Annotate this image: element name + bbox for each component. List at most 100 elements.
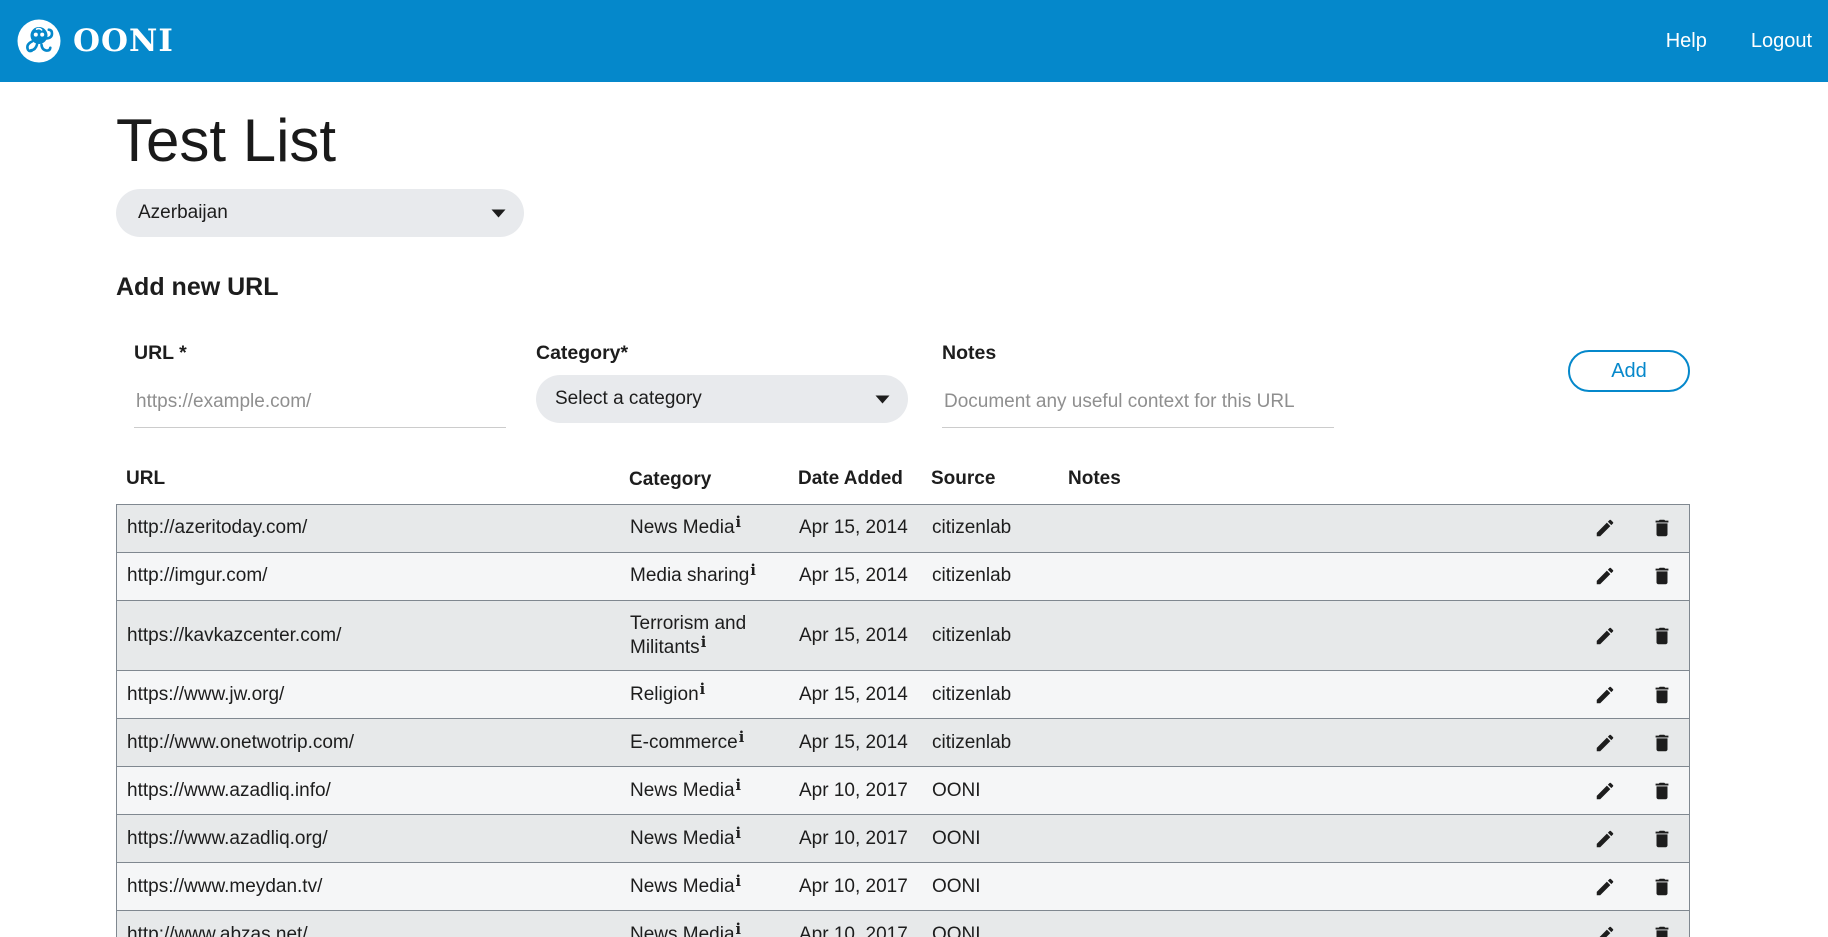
cell-actions <box>1571 732 1689 754</box>
cell-date-added: Apr 15, 2014 <box>799 624 908 646</box>
edit-button[interactable] <box>1594 780 1616 802</box>
edit-icon <box>1596 830 1614 847</box>
column-header-source: Source <box>931 468 996 489</box>
edit-icon <box>1596 567 1614 585</box>
edit-button[interactable] <box>1594 876 1616 898</box>
table-row: http://www.onetwotrip.com/ E-commercei A… <box>117 719 1689 768</box>
notes-field-group: Notes <box>942 342 1334 428</box>
delete-button[interactable] <box>1651 780 1673 802</box>
category-info-icon[interactable]: i <box>735 872 742 890</box>
delete-button[interactable] <box>1651 517 1673 539</box>
page-title: Test List <box>116 107 337 174</box>
cell-date-added: Apr 15, 2014 <box>799 565 908 587</box>
add-url-form: URL * Category* Select a category Notes … <box>116 342 1690 428</box>
column-header-date-added: Date Added <box>798 468 903 489</box>
delete-button[interactable] <box>1651 732 1673 754</box>
table-row: http://azeritoday.com/ News Mediai Apr 1… <box>117 504 1689 553</box>
edit-button[interactable] <box>1594 924 1616 937</box>
cell-actions <box>1571 876 1689 898</box>
country-select[interactable]: Azerbaijan <box>116 189 524 237</box>
cell-source: citizenlab <box>932 731 1012 753</box>
add-button[interactable]: Add <box>1568 350 1690 392</box>
category-info-icon[interactable]: i <box>738 728 745 746</box>
cell-actions <box>1571 780 1689 802</box>
cell-url: https://www.azadliq.info/ <box>127 779 331 801</box>
edit-button[interactable] <box>1594 625 1616 647</box>
cell-url: https://www.meydan.tv/ <box>127 875 323 897</box>
edit-button[interactable] <box>1594 732 1616 754</box>
delete-button[interactable] <box>1651 828 1673 850</box>
cell-source: citizenlab <box>932 565 1012 587</box>
cell-category: Media sharingi <box>630 562 756 587</box>
cell-actions <box>1571 684 1689 706</box>
category-select-value: Select a category <box>555 388 702 409</box>
cell-date-added: Apr 10, 2017 <box>799 827 908 849</box>
cell-url: http://azeritoday.com/ <box>127 517 308 539</box>
cell-date-added: Apr 15, 2014 <box>799 683 908 705</box>
cell-source: OONI <box>932 924 981 937</box>
edit-button[interactable] <box>1594 684 1616 706</box>
table-body: http://azeritoday.com/ News Mediai Apr 1… <box>116 503 1690 937</box>
app-header: OONI Help Logout <box>0 0 1828 82</box>
notes-input[interactable] <box>942 391 1334 428</box>
cell-source: citizenlab <box>932 517 1012 539</box>
cell-actions <box>1571 565 1689 587</box>
cell-actions <box>1571 517 1689 539</box>
category-info-icon[interactable]: i <box>750 562 756 580</box>
column-header-url: URL <box>126 468 166 489</box>
cell-date-added: Apr 15, 2014 <box>799 517 908 539</box>
table-header-row: URL Category Date Added Source Notes <box>116 468 1690 504</box>
add-url-heading: Add new URL <box>116 273 279 301</box>
delete-button[interactable] <box>1651 625 1673 647</box>
category-info-icon[interactable]: i <box>735 776 742 794</box>
url-table: URL Category Date Added Source Notes htt… <box>116 468 1690 937</box>
cell-source: OONI <box>932 875 981 897</box>
category-info-icon[interactable]: i <box>699 680 706 698</box>
ooni-logo[interactable]: OONI <box>17 19 174 63</box>
table-row: https://www.jw.org/ Religioni Apr 15, 20… <box>117 671 1689 720</box>
url-label: URL * <box>134 342 187 364</box>
delete-icon <box>1655 568 1669 585</box>
delete-icon <box>1655 520 1669 537</box>
top-navigation: Help Logout <box>1666 30 1812 53</box>
delete-icon <box>1655 782 1669 799</box>
cell-url: https://kavkazcenter.com/ <box>127 624 342 646</box>
delete-button[interactable] <box>1651 684 1673 706</box>
cell-actions <box>1571 828 1689 850</box>
delete-icon <box>1655 878 1669 895</box>
category-select[interactable]: Select a category <box>536 375 908 423</box>
cell-url: http://www.abzas.net/ <box>127 924 308 937</box>
cell-date-added: Apr 10, 2017 <box>799 924 908 937</box>
delete-button[interactable] <box>1651 924 1673 937</box>
cell-category: Religioni <box>630 680 706 705</box>
cell-category: News Mediai <box>630 921 799 937</box>
category-info-icon[interactable]: i <box>735 824 742 842</box>
cell-source: citizenlab <box>932 683 1012 705</box>
column-header-category: Category <box>629 469 712 490</box>
table-row: https://kavkazcenter.com/ Terrorism and … <box>117 600 1689 672</box>
edit-icon <box>1596 782 1614 799</box>
url-input[interactable] <box>134 391 506 428</box>
delete-icon <box>1655 830 1669 847</box>
logout-link[interactable]: Logout <box>1750 29 1812 52</box>
edit-icon <box>1596 627 1614 644</box>
cell-source: OONI <box>932 779 981 801</box>
category-info-icon[interactable]: i <box>700 633 707 651</box>
table-row: https://www.azadliq.org/ News Mediai Apr… <box>117 815 1689 864</box>
cell-date-added: Apr 15, 2014 <box>799 731 908 753</box>
table-row: http://imgur.com/ Media sharingi Apr 15,… <box>117 552 1689 601</box>
delete-button[interactable] <box>1651 565 1673 587</box>
edit-button[interactable] <box>1594 565 1616 587</box>
column-header-notes: Notes <box>1068 468 1121 489</box>
category-info-icon[interactable]: i <box>735 514 742 532</box>
category-info-icon[interactable]: i <box>735 921 742 937</box>
ooni-octopus-icon <box>17 19 61 63</box>
help-link[interactable]: Help <box>1665 29 1707 52</box>
category-label: Category* <box>536 342 629 364</box>
delete-button[interactable] <box>1651 876 1673 898</box>
edit-button[interactable] <box>1594 517 1616 539</box>
edit-button[interactable] <box>1594 828 1616 850</box>
cell-actions <box>1571 625 1689 647</box>
notes-label: Notes <box>942 342 997 364</box>
chevron-down-icon <box>491 209 506 218</box>
